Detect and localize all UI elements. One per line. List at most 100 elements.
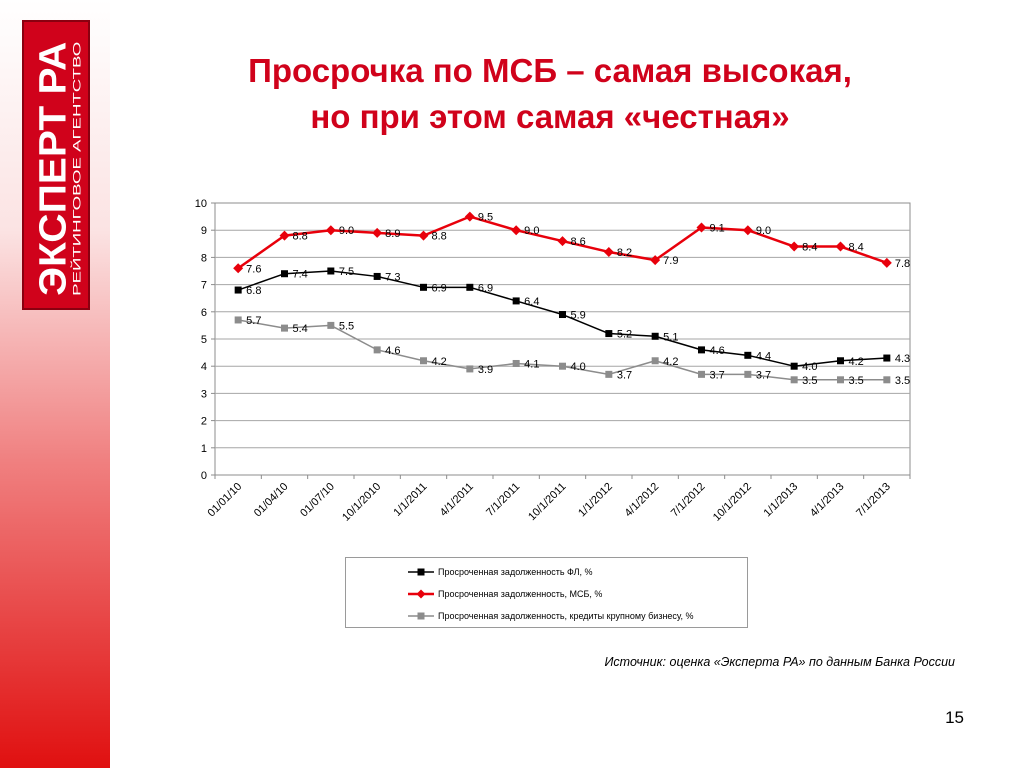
data-label-individuals-14: 4.3: [895, 353, 910, 365]
point-individuals-1: [281, 270, 288, 278]
point-individuals-14: [883, 354, 891, 362]
data-label-smb-0: 7.6: [246, 263, 261, 275]
point-large-business-6: [512, 359, 520, 367]
data-label-individuals-0: 6.8: [246, 285, 261, 297]
point-individuals-8: [605, 330, 613, 338]
y-tick-label-2: 2: [201, 416, 207, 428]
legend-swatch-large-business: [408, 612, 434, 620]
point-smb-5: [464, 211, 475, 222]
point-smb-2: [325, 225, 336, 236]
y-tick-label-8: 8: [201, 252, 207, 264]
data-label-large-business-11: 3.7: [756, 369, 771, 381]
data-label-individuals-11: 4.4: [756, 350, 771, 362]
y-tick-label-1: 1: [201, 443, 207, 455]
data-label-individuals-5: 6.9: [478, 282, 493, 294]
data-label-individuals-6: 6.4: [524, 296, 539, 308]
data-label-individuals-9: 5.1: [663, 331, 678, 343]
point-individuals-7: [559, 311, 566, 319]
data-label-smb-11: 9.0: [756, 225, 771, 237]
point-smb-10: [696, 222, 707, 233]
data-label-individuals-3: 7.3: [385, 271, 400, 283]
point-smb-7: [557, 236, 568, 247]
legend-label-smb: Просроченная задолженность, МСБ, %: [438, 589, 603, 599]
x-tick-label-6: 7/1/2011: [484, 481, 522, 519]
data-label-smb-10: 9.1: [710, 222, 725, 234]
data-label-individuals-12: 4.0: [802, 361, 817, 373]
point-smb-0: [233, 263, 244, 274]
data-label-individuals-1: 7.4: [293, 269, 308, 281]
legend-label-individuals: Просроченная задолженность ФЛ, %: [438, 567, 593, 577]
slide-title-line-2: но при этом самая «честная»: [310, 98, 790, 135]
y-tick-label-9: 9: [201, 225, 207, 237]
legend-label-large-business: Просроченная задолженность, кредиты круп…: [438, 611, 694, 621]
point-large-business-5: [466, 365, 474, 373]
data-label-large-business-12: 3.5: [802, 375, 817, 387]
point-smb-9: [650, 255, 661, 266]
data-label-large-business-3: 4.6: [385, 345, 400, 357]
data-label-large-business-6: 4.1: [524, 358, 539, 370]
point-smb-6: [511, 225, 522, 236]
point-individuals-11: [744, 351, 752, 359]
data-label-smb-13: 8.4: [849, 242, 864, 254]
point-smb-12: [789, 241, 800, 252]
data-label-large-business-9: 4.2: [663, 356, 678, 368]
point-individuals-10: [698, 346, 705, 354]
slide-title-line-1: Просрочка по МСБ – самая высокая,: [248, 52, 852, 89]
point-large-business-3: [373, 346, 381, 354]
legend-swatch-individuals: [408, 568, 434, 576]
point-large-business-9: [651, 357, 659, 365]
data-label-large-business-1: 5.4: [293, 323, 308, 335]
data-label-individuals-7: 5.9: [571, 310, 586, 322]
point-smb-3: [372, 227, 383, 238]
data-label-smb-5: 9.5: [478, 212, 493, 224]
point-large-business-13: [837, 376, 844, 384]
data-label-smb-7: 8.6: [571, 236, 586, 248]
data-label-large-business-13: 3.5: [849, 375, 864, 387]
x-tick-label-0: 01/01/10: [206, 481, 245, 520]
point-large-business-4: [420, 357, 427, 365]
data-label-smb-3: 8.9: [385, 228, 400, 240]
x-tick-label-14: 7/1/2013: [854, 481, 893, 520]
data-label-large-business-10: 3.7: [710, 369, 725, 381]
y-tick-label-4: 4: [201, 361, 207, 373]
data-label-smb-4: 8.8: [432, 231, 447, 243]
data-label-individuals-10: 4.6: [710, 345, 725, 357]
point-smb-11: [742, 225, 753, 236]
data-label-individuals-13: 4.2: [849, 356, 864, 368]
x-tick-label-11: 10/1/2012: [711, 481, 754, 524]
point-large-business-1: [281, 324, 288, 332]
point-large-business-0: [234, 316, 242, 324]
legend-item-individuals: Просроченная задолженность ФЛ, %: [408, 565, 593, 579]
brand-logo: ЭКСПЕРТ РА РЕЙТИНГОВОЕ АГЕНТСТВО: [22, 20, 90, 310]
y-tick-label-7: 7: [201, 280, 207, 292]
legend-item-smb: Просроченная задолженность, МСБ, %: [408, 587, 602, 601]
x-tick-label-1: 01/04/10: [252, 481, 291, 520]
page-number: 15: [945, 708, 964, 727]
data-label-large-business-4: 4.2: [432, 356, 447, 368]
data-label-smb-6: 9.0: [524, 225, 539, 237]
point-individuals-2: [327, 267, 335, 275]
point-individuals-5: [466, 283, 474, 291]
data-label-smb-8: 8.2: [617, 247, 632, 259]
x-tick-label-12: 1/1/2013: [762, 481, 801, 520]
x-tick-label-8: 1/1/2012: [576, 481, 615, 520]
data-label-smb-14: 7.8: [895, 258, 910, 270]
data-label-smb-9: 7.9: [663, 255, 678, 267]
data-label-individuals-2: 7.5: [339, 266, 354, 278]
data-label-large-business-8: 3.7: [617, 369, 632, 381]
point-large-business-7: [559, 362, 566, 370]
point-large-business-11: [744, 370, 752, 378]
slide-title: Просрочка по МСБ – самая высокая, но при…: [150, 48, 950, 140]
point-large-business-8: [605, 370, 613, 378]
logo-subtitle-text: РЕЙТИНГОВОЕ АГЕНТСТВО: [70, 41, 83, 295]
data-label-large-business-14: 3.5: [895, 375, 910, 387]
brand-logo-graphic: ЭКСПЕРТ РА РЕЙТИНГОВОЕ АГЕНТСТВО: [31, 41, 83, 296]
point-large-business-14: [883, 376, 891, 384]
point-individuals-13: [837, 357, 844, 365]
chart-legend: Просроченная задолженность ФЛ, % Просроч…: [345, 557, 748, 628]
data-label-smb-2: 9.0: [339, 225, 354, 237]
logo-brand-text: ЭКСПЕРТ РА: [31, 42, 73, 296]
x-tick-label-3: 10/1/2010: [340, 481, 383, 524]
data-label-individuals-8: 5.2: [617, 329, 632, 341]
point-smb-13: [835, 241, 846, 252]
